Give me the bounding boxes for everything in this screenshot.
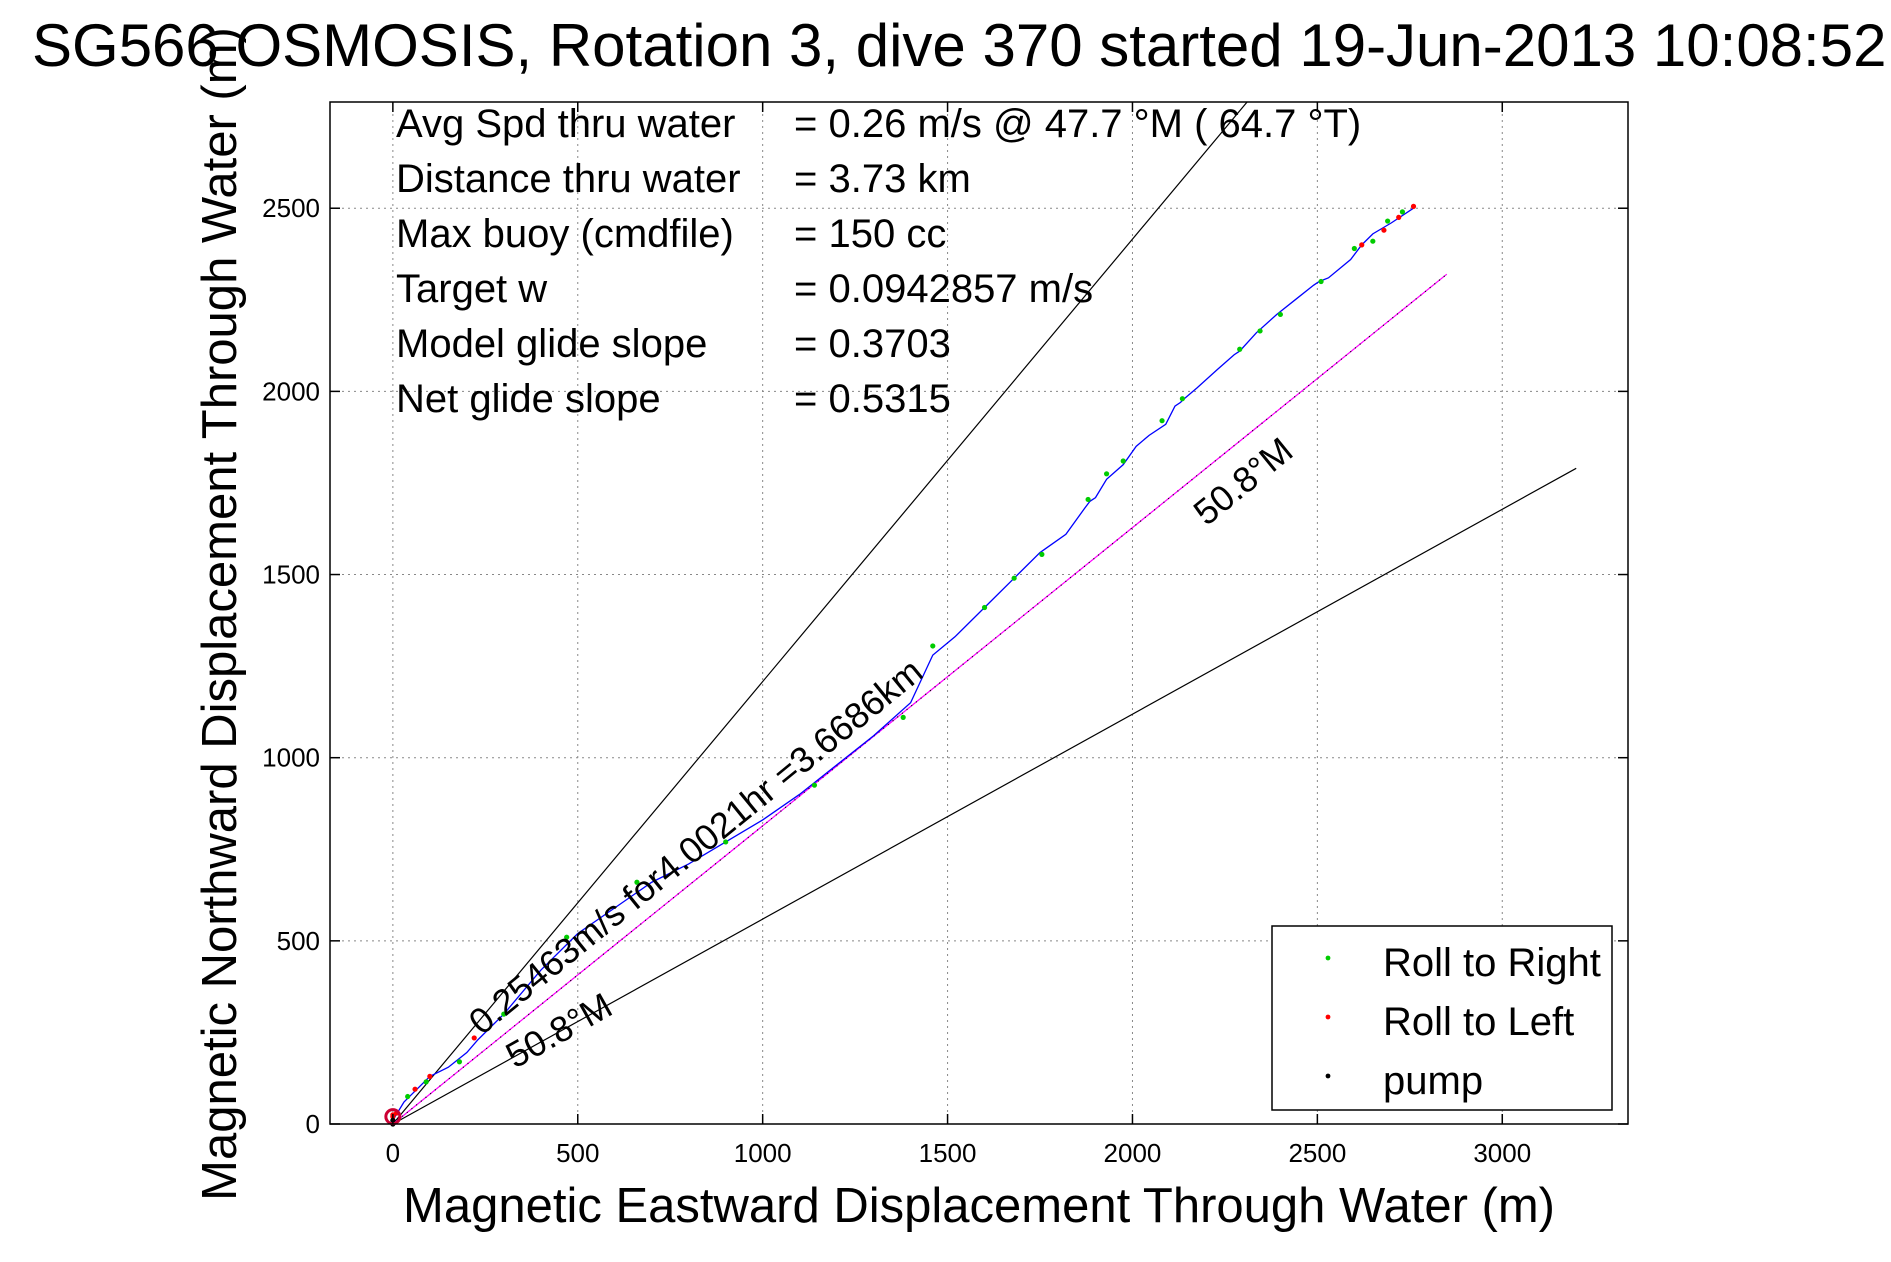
- marker-roll-to-right: [1318, 278, 1324, 285]
- marker-roll-to-right: [501, 1011, 507, 1017]
- x-tick-label: 2500: [1288, 1138, 1346, 1168]
- stat-label: Distance thru water: [396, 157, 741, 201]
- stat-value: = 0.3703: [794, 322, 951, 366]
- marker-roll-to-right: [1370, 238, 1376, 244]
- marker-roll-to-right: [900, 714, 906, 720]
- stat-value: = 3.73 km: [794, 157, 971, 201]
- x-tick-label: 500: [556, 1138, 599, 1168]
- marker-roll-to-left: [412, 1086, 418, 1092]
- marker-roll-to-right: [634, 879, 640, 885]
- marker-roll-to-right: [1399, 209, 1406, 215]
- x-tick-label: 0: [386, 1138, 400, 1168]
- marker-roll-to-right: [564, 934, 570, 940]
- y-tick-label: 0: [306, 1109, 320, 1139]
- stat-value: = 0.26 m/s @ 47.7 °M ( 64.7 °T): [794, 102, 1361, 146]
- ticks: 0 500 1000 1500 2000 2500 3000 0 500 1000 1500 2000…: [262, 102, 1628, 1168]
- stat-value: = 0.0942857 m/s: [794, 267, 1093, 311]
- stat-value: = 0.5315: [794, 377, 951, 421]
- legend-label: pump: [1383, 1059, 1483, 1103]
- marker-roll-to-left: [1410, 203, 1417, 209]
- x-tick-label: 1000: [734, 1138, 792, 1168]
- heading-line: [392, 467, 1577, 1125]
- y-tick-label: 1000: [262, 743, 320, 773]
- y-tick-label: 2500: [262, 193, 320, 223]
- stat-label: Max buoy (cmdfile): [396, 212, 734, 256]
- marker-roll-to-right: [930, 643, 936, 649]
- x-tick-label: 3000: [1473, 1138, 1531, 1168]
- marker-roll-to-right: [1385, 218, 1391, 224]
- marker-roll-to-right: [981, 604, 988, 611]
- marker-roll-to-right: [1011, 575, 1017, 581]
- marker-roll-to-right: [1351, 245, 1357, 252]
- marker-roll-to-left: [1359, 242, 1365, 248]
- x-axis-label: Magnetic Eastward Displacement Through W…: [403, 1179, 1555, 1233]
- marker-roll-to-left: [471, 1035, 477, 1041]
- heading-line: [392, 101, 1248, 1125]
- dashed-heading-line: [392, 273, 1448, 1125]
- legend-marker: [1325, 1073, 1331, 1079]
- stat-label: Model glide slope: [396, 322, 707, 366]
- legend-label: Roll to Right: [1383, 941, 1601, 985]
- marker-roll-to-right: [1039, 551, 1045, 557]
- glider-track-line: [392, 207, 1414, 1121]
- legend: Roll to Right Roll to Left pump: [1271, 925, 1613, 1111]
- marker-roll-to-right: [1085, 496, 1091, 503]
- reference-lines: [392, 101, 1577, 1125]
- y-tick-label: 2000: [262, 376, 320, 406]
- chart-title: SG566 OSMOSIS, Rotation 3, dive 370 star…: [32, 12, 1886, 79]
- stat-value: = 150 cc: [794, 212, 946, 256]
- y-tick-label: 1500: [262, 560, 320, 590]
- stat-label: Target w: [396, 267, 547, 311]
- marker-roll-to-right: [423, 1079, 429, 1085]
- marker-roll-to-right: [1257, 328, 1263, 334]
- marker-roll-to-right: [1103, 471, 1110, 477]
- x-tick-label: 2000: [1104, 1138, 1162, 1168]
- stats-panel: Avg Spd thru water = 0.26 m/s @ 47.7 °M (…: [396, 102, 1361, 421]
- markers: [384, 203, 1417, 1127]
- y-axis-label: Magnetic Northward Displacement Through …: [193, 27, 247, 1201]
- legend-marker: [1325, 955, 1331, 961]
- marker-roll-to-left: [1381, 227, 1387, 233]
- marker-roll-to-right: [723, 839, 729, 845]
- marker-roll-to-right: [1159, 418, 1165, 424]
- stat-label: Avg Spd thru water: [396, 102, 735, 146]
- marker-roll-to-right: [811, 782, 818, 788]
- marker-roll-to-left: [427, 1073, 433, 1079]
- marker-roll-to-right: [456, 1059, 463, 1065]
- marker-roll-to-right: [405, 1093, 411, 1100]
- legend-marker: [1325, 1014, 1331, 1020]
- marker-roll-to-right: [1179, 396, 1185, 402]
- y-tick-label: 500: [277, 926, 320, 956]
- stat-label: Net glide slope: [396, 377, 661, 421]
- marker-roll-to-left: [1396, 214, 1402, 220]
- legend-label: Roll to Left: [1383, 1000, 1574, 1044]
- marker-roll-to-right: [1120, 458, 1126, 464]
- marker-roll-to-right: [1237, 346, 1243, 352]
- track: [392, 207, 1414, 1121]
- x-tick-label: 1500: [919, 1138, 977, 1168]
- plot-frame: [329, 101, 1629, 1125]
- marker-roll-to-right: [1277, 311, 1283, 318]
